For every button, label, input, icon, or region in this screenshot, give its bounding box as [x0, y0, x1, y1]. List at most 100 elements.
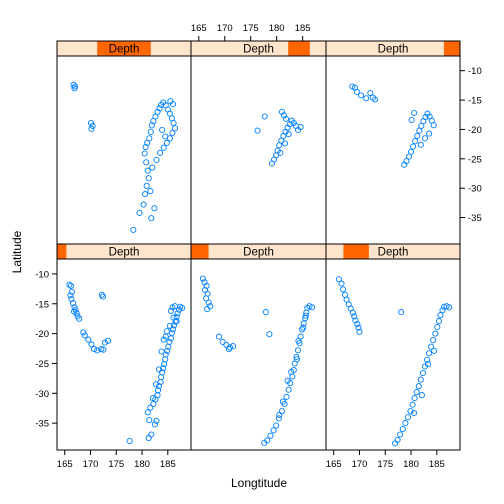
data-point	[148, 431, 155, 438]
data-point	[295, 337, 302, 344]
data-point	[430, 337, 437, 344]
panel-frame	[325, 55, 461, 245]
data-point	[167, 307, 174, 314]
data-point	[155, 383, 163, 390]
data-point	[143, 159, 150, 166]
data-point	[154, 387, 162, 394]
data-point	[164, 347, 171, 354]
y-tick-label: -30	[468, 184, 482, 195]
data-point	[85, 336, 92, 343]
data-point	[430, 122, 437, 129]
data-point	[169, 101, 177, 108]
data-point	[151, 205, 158, 212]
x-tick-label: 185	[295, 23, 311, 34]
data-point	[426, 130, 433, 137]
data-point	[363, 95, 370, 102]
data-point	[68, 295, 75, 303]
data-point	[293, 353, 300, 360]
y-tick-label: -15	[468, 96, 482, 107]
data-point	[76, 315, 83, 322]
strip-label: Depth	[109, 44, 140, 56]
data-point	[293, 356, 300, 363]
data-point	[300, 324, 307, 331]
x-tick-label: 175	[243, 23, 259, 34]
data-point	[277, 149, 284, 156]
axes: 165 170 175 180 185 165 170 175 180 185 165 170 175 1…	[35, 23, 481, 470]
data-point	[143, 182, 150, 189]
data-point	[308, 304, 316, 311]
data-point	[204, 306, 211, 313]
data-point	[431, 347, 438, 354]
strip-label: Depth	[378, 247, 409, 259]
data-point	[94, 347, 101, 354]
data-point	[371, 96, 379, 103]
panel-frame	[190, 258, 327, 451]
panel-frame	[190, 55, 327, 245]
data-point	[153, 417, 160, 424]
data-point	[173, 318, 180, 325]
data-point	[289, 373, 296, 380]
data-point	[422, 114, 429, 121]
data-point	[399, 426, 406, 433]
x-tick-label: 175	[377, 459, 393, 470]
strip-background	[326, 41, 460, 56]
strip-depth-range	[343, 244, 369, 259]
data-point	[69, 300, 77, 307]
x-tick-label: 180	[269, 23, 285, 34]
data-point	[147, 188, 154, 195]
data-point	[170, 119, 177, 127]
data-point	[355, 324, 362, 331]
strip-label: Depth	[378, 44, 409, 56]
y-tick-label: -25	[35, 359, 49, 370]
data-point	[153, 156, 160, 164]
data-point	[266, 331, 273, 338]
data-point	[130, 226, 137, 233]
data-point	[435, 318, 442, 325]
data-point	[148, 215, 155, 222]
data-point	[160, 144, 167, 151]
data-point	[140, 201, 147, 208]
data-point	[158, 348, 165, 355]
x-tick-label: 185	[160, 459, 176, 470]
data-point	[285, 386, 292, 393]
panel-frame	[56, 55, 192, 245]
data-point	[424, 361, 432, 368]
data-point	[411, 409, 418, 417]
data-point	[270, 427, 277, 434]
data-point	[407, 148, 415, 155]
data-point	[142, 191, 149, 198]
data-point	[397, 431, 404, 438]
data-point	[81, 332, 88, 339]
strip-label: Depth	[243, 44, 274, 56]
x-tick-label: 170	[83, 459, 99, 470]
x-tick-label: 175	[108, 459, 124, 470]
data-point	[356, 328, 363, 335]
data-point	[155, 366, 163, 373]
data-point	[166, 338, 173, 346]
strip-depth-range	[57, 244, 67, 259]
strip-label: Depth	[109, 247, 140, 259]
data-point	[171, 125, 179, 132]
data-point	[410, 143, 417, 150]
data-point	[156, 105, 163, 112]
data-point	[162, 351, 169, 358]
data-point	[413, 389, 420, 396]
y-tick-label: -30	[35, 389, 49, 400]
data-point	[146, 417, 153, 424]
data-point	[288, 368, 295, 375]
data-point	[136, 209, 143, 216]
data-point	[412, 138, 419, 145]
x-tick-label: 180	[403, 459, 419, 470]
data-point	[418, 392, 425, 399]
data-point	[354, 321, 361, 328]
x-tick-label: 170	[352, 459, 368, 470]
panel-frame	[325, 258, 461, 451]
x-tick-label: 170	[217, 23, 233, 34]
data-point	[169, 326, 177, 333]
data-point	[170, 322, 178, 329]
data-point	[72, 306, 79, 313]
data-point	[179, 304, 186, 311]
data-point	[403, 158, 410, 165]
data-point	[415, 383, 422, 390]
